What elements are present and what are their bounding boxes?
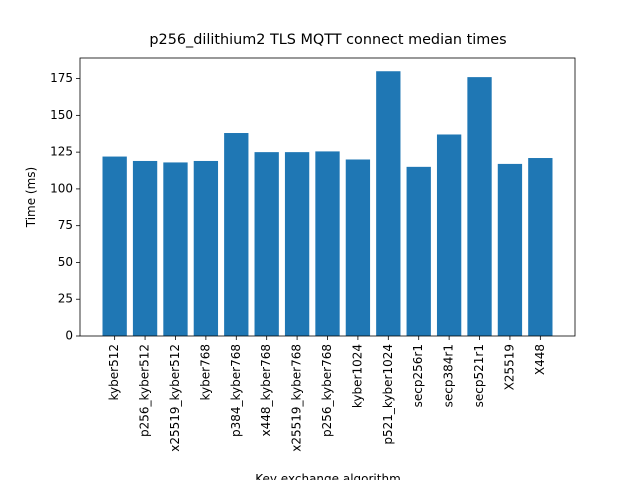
x-tick-label: x25519_kyber512 [168, 344, 182, 452]
chart-title: p256_dilithium2 TLS MQTT connect median … [149, 32, 506, 48]
bar [376, 71, 401, 336]
bar [254, 152, 279, 336]
y-axis-label: Time (ms) [24, 167, 38, 229]
bar [102, 156, 127, 336]
bar [406, 166, 431, 336]
y-tick-label: 75 [58, 218, 73, 232]
y-tick-label: 25 [58, 292, 73, 306]
x-tick-label: kyber1024 [350, 344, 364, 408]
x-tick-label: x448_kyber768 [259, 344, 273, 436]
bar [436, 134, 462, 336]
bar [163, 162, 188, 336]
x-tick-label: secp256r1 [411, 344, 425, 407]
plot-frame [79, 57, 576, 337]
x-tick-label: secp384r1 [442, 344, 456, 407]
y-tick-label: 150 [50, 108, 73, 122]
bar [497, 163, 523, 336]
x-tick-label: X448 [533, 344, 547, 375]
x-tick-label: x25519_kyber768 [290, 344, 304, 452]
y-tick-label: 0 [65, 329, 73, 343]
bar [193, 160, 219, 336]
bar [315, 151, 340, 336]
x-tick-label: p384_kyber768 [229, 344, 243, 437]
y-tick-label: 100 [50, 181, 73, 195]
bar [467, 77, 492, 336]
x-tick-label: kyber512 [107, 344, 121, 400]
bar [224, 133, 249, 336]
x-tick-label: kyber768 [198, 344, 212, 400]
bar [284, 152, 310, 336]
x-tick-label: secp521r1 [472, 344, 486, 407]
x-tick-label: p256_kyber512 [138, 344, 152, 437]
x-axis-label: Key exchange algorithm [255, 472, 401, 480]
x-tick-label: p521_kyber1024 [381, 344, 395, 445]
y-tick-label: 125 [50, 145, 73, 159]
y-tick-label: 50 [58, 255, 73, 269]
y-tick-label: 175 [50, 71, 73, 85]
bar [345, 159, 371, 336]
bar [132, 160, 158, 336]
x-tick-label: p256_kyber768 [320, 344, 334, 437]
x-tick-label: X25519 [502, 344, 516, 390]
bar [528, 158, 553, 336]
